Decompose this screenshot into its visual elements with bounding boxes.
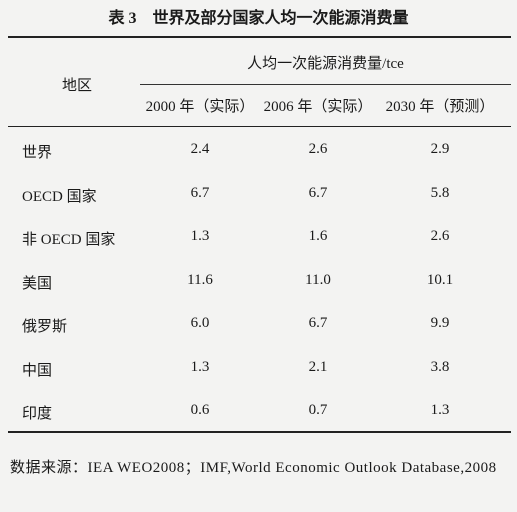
- value-cell: 2.6: [308, 141, 328, 157]
- header-rule: [8, 126, 511, 127]
- value-cell: 1.3: [430, 402, 450, 418]
- region-cell: 美国: [22, 275, 53, 292]
- column-header: 2006 年（实际）: [263, 99, 373, 115]
- value-cell: 11.0: [305, 271, 331, 288]
- region-cell: 世界: [22, 145, 53, 161]
- region-cell: 中国: [22, 362, 53, 379]
- group-rule: [140, 84, 511, 85]
- value-cell: 1.6: [308, 228, 328, 244]
- region-cell: 非 OECD 国家: [22, 232, 116, 248]
- value-cell: 1.3: [190, 228, 210, 244]
- value-cell: 1.3: [190, 358, 210, 375]
- source-note: 数据来源：IEA WEO2008；IMF,World Economic Outl…: [10, 460, 497, 476]
- column-header: 2030 年（预测）: [385, 99, 495, 115]
- value-cell: 2.9: [430, 141, 450, 157]
- value-cell: 6.0: [190, 315, 210, 331]
- value-cell: 10.1: [426, 271, 454, 288]
- value-cell: 6.7: [190, 184, 210, 201]
- value-cell: 6.7: [308, 315, 328, 331]
- value-cell: 2.6: [430, 228, 450, 244]
- bottom-rule: [8, 431, 511, 433]
- column-header: 2000 年（实际）: [145, 99, 255, 115]
- region-cell: 俄罗斯: [22, 319, 68, 335]
- value-cell: 5.8: [430, 184, 450, 201]
- value-cell: 2.1: [308, 358, 328, 375]
- value-cell: 2.4: [190, 141, 210, 157]
- region-cell: 印度: [22, 406, 53, 422]
- value-cell: 11.6: [187, 271, 213, 288]
- group-header: 人均一次能源消费量/tce: [247, 56, 404, 72]
- value-cell: 6.7: [308, 184, 328, 201]
- region-header: 地区: [62, 78, 93, 94]
- value-cell: 0.7: [308, 402, 328, 418]
- table-title: 表 3 世界及部分国家人均一次能源消费量: [108, 10, 409, 27]
- value-cell: 9.9: [430, 315, 450, 331]
- region-cell: OECD 国家: [22, 188, 97, 205]
- value-cell: 3.8: [430, 358, 450, 375]
- top-rule: [8, 36, 511, 38]
- value-cell: 0.6: [190, 402, 210, 418]
